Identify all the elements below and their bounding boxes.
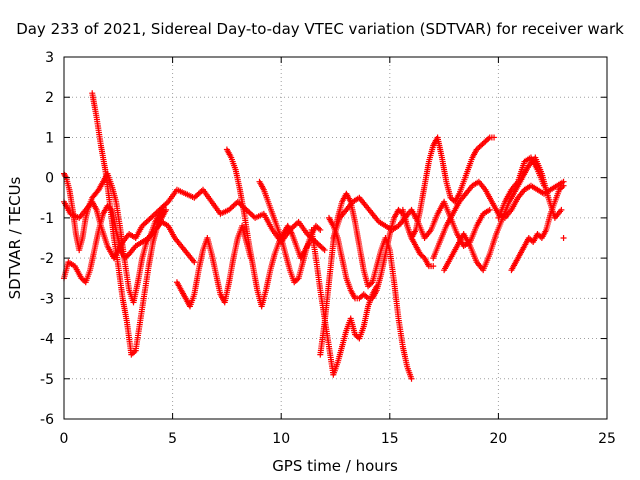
data-point xyxy=(486,206,493,213)
series-s5 xyxy=(173,222,254,310)
data-point xyxy=(321,247,328,254)
y-tick-label: 2 xyxy=(45,90,54,106)
data-point xyxy=(163,206,170,213)
y-tick-label: -3 xyxy=(40,291,54,307)
x-tick-label: 0 xyxy=(60,431,69,447)
y-tick-label: -4 xyxy=(40,332,54,348)
series-s17 xyxy=(560,235,567,241)
x-tick-label: 5 xyxy=(168,431,177,447)
y-tick-label: 0 xyxy=(45,171,54,187)
data-point xyxy=(408,375,415,382)
plot-frame xyxy=(63,56,608,420)
x-tick-label: 15 xyxy=(381,431,399,447)
x-tick-label: 25 xyxy=(598,431,616,447)
y-tick-label: -1 xyxy=(40,211,54,227)
data-point xyxy=(62,173,69,180)
series-s16 xyxy=(495,154,548,221)
y-tick-label: -6 xyxy=(40,412,54,428)
series-s8 xyxy=(308,226,380,378)
series-s6 xyxy=(223,146,313,310)
x-tick-label: 20 xyxy=(489,431,507,447)
data-point xyxy=(560,182,567,189)
data-point xyxy=(430,263,437,270)
y-tick-label: -5 xyxy=(40,372,54,388)
y-axis-label: SDTVAR / TECUs xyxy=(6,176,24,299)
chart-title: Day 233 of 2021, Sidereal Day-to-day VTE… xyxy=(16,20,624,38)
data-point xyxy=(560,235,567,241)
data-point xyxy=(191,259,198,266)
data-point xyxy=(317,226,324,233)
series-s15 xyxy=(508,182,567,274)
y-tick-label: -2 xyxy=(40,251,54,267)
x-axis-label: GPS time / hours xyxy=(272,457,398,475)
series-s4 xyxy=(61,202,198,286)
data-points xyxy=(61,90,567,382)
axis-ticks: 0 5 10 15 20 25 -6 -5 -4 -3 -2 -1 0 1 2 3 xyxy=(40,50,616,447)
data-point xyxy=(558,206,565,213)
y-tick-label: 1 xyxy=(45,130,54,146)
data-point xyxy=(491,134,498,141)
series-s12 xyxy=(399,134,498,241)
x-tick-label: 10 xyxy=(272,431,290,447)
y-tick-label: 3 xyxy=(45,50,54,66)
data-point xyxy=(160,202,167,209)
series-s10 xyxy=(325,206,437,302)
data-point xyxy=(541,182,548,189)
